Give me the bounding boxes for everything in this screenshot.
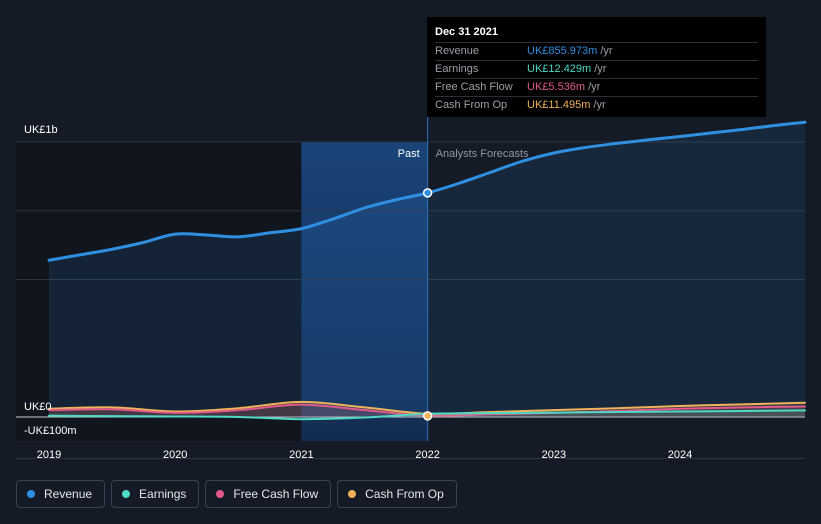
cash-from-op-area [49,401,805,417]
tooltip-label: Free Cash Flow [435,81,513,93]
x-tick-label: 2024 [668,449,692,461]
past-region-shade [16,142,302,441]
tooltip-value: UK£12.429m [527,63,592,75]
cash-from-op-highlight-point [422,411,433,421]
tooltip-unit: /yr [600,45,613,57]
tooltip-label: Cash From Op [435,99,508,111]
x-tick-label: 2021 [289,449,313,461]
cash-from-op-dot-icon [348,490,357,498]
tooltip-value: UK£5.536m [527,81,586,93]
tooltip-unit: /yr [593,99,606,111]
free-cash-flow-area [49,404,805,417]
legend-item-free-cash-flow[interactable]: Free Cash Flow [205,480,332,508]
tooltip-row-revenue: Revenue UK£855.973m /yr [435,42,758,60]
legend-label: Free Cash Flow [233,487,319,501]
tooltip-unit: /yr [594,63,607,75]
x-tick-label: 2019 [37,449,61,461]
tooltip-date: Dec 31 2021 [435,26,498,38]
chart-canvas: UK£1b UK£0 -UK£100m 2019 2020 2021 2022 2023 202… [16,17,807,461]
y-tick-label: UK£0 [24,401,52,413]
earnings-dot-icon [122,490,131,498]
tooltip-value: UK£11.495m [527,99,591,111]
forecast-label: Analysts Forecasts [436,148,529,160]
tooltip-label: Earnings [435,63,479,75]
tooltip-row-free-cash-flow: Free Cash Flow UK£5.536m /yr [435,78,758,96]
legend: Revenue Earnings Free Cash Flow Cash Fro… [16,480,457,508]
past-highlight-region [301,142,428,441]
revenue-dot-icon [27,490,35,498]
x-tick-label: 2022 [415,449,439,461]
free-cash-flow-dot-icon [216,490,225,498]
x-tick-label: 2023 [542,449,566,461]
tooltip-label: Revenue [435,45,480,57]
tooltip-row-earnings: Earnings UK£12.429m /yr [435,60,758,78]
tooltip: Dec 31 2021 Revenue UK£855.973m /yr Earn… [427,17,766,117]
tooltip-row-cash-from-op: Cash From Op UK£11.495m /yr [435,96,758,114]
tooltip-value: UK£855.973m [527,45,598,57]
revenue-area [49,122,805,417]
legend-item-earnings[interactable]: Earnings [111,480,200,508]
legend-label: Earnings [139,487,187,501]
legend-label: Revenue [44,487,93,501]
legend-label: Cash From Op [365,487,444,501]
tooltip-unit: /yr [588,81,601,93]
revenue-highlight-point [422,188,433,198]
y-tick-label: UK£1b [24,124,58,136]
x-tick-label: 2020 [163,449,187,461]
legend-item-revenue[interactable]: Revenue [16,480,106,508]
past-label: Past [398,148,420,160]
y-tick-label: -UK£100m [24,425,77,437]
legend-item-cash-from-op[interactable]: Cash From Op [337,480,457,508]
